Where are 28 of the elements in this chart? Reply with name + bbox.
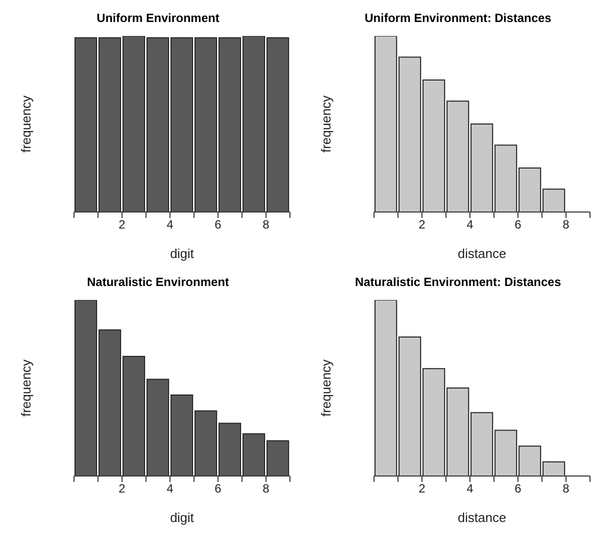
x-tick-label: 6 bbox=[214, 482, 222, 496]
x-tick-label: 2 bbox=[418, 482, 426, 496]
x-tick-label: 4 bbox=[466, 482, 474, 496]
x-tick-label: 8 bbox=[562, 218, 570, 232]
x-axis-title: digit bbox=[170, 510, 194, 525]
x-tick-label: 6 bbox=[514, 218, 522, 232]
x-axis-title: distance bbox=[458, 246, 506, 261]
x-tick-label: 4 bbox=[166, 482, 174, 496]
chart-title: Naturalistic Environment: Distances bbox=[354, 274, 562, 291]
y-axis-title: frequency bbox=[18, 94, 34, 153]
x-axis-title: digit bbox=[170, 246, 194, 261]
x-axis-title: distance bbox=[458, 510, 506, 525]
x-tick-label: 4 bbox=[466, 218, 474, 232]
x-tick-label: 6 bbox=[214, 218, 222, 232]
chart-title: Uniform Environment: Distances bbox=[364, 10, 552, 27]
chart-title: Uniform Environment bbox=[96, 10, 220, 27]
chart-title: Naturalistic Environment bbox=[86, 274, 230, 291]
y-axis-title: frequency bbox=[318, 358, 334, 417]
y-axis-title: frequency bbox=[18, 358, 34, 417]
x-tick-label: 8 bbox=[262, 218, 270, 232]
x-tick-label: 8 bbox=[562, 482, 570, 496]
x-tick-label: 2 bbox=[118, 482, 126, 496]
x-tick-label: 2 bbox=[418, 218, 426, 232]
x-tick-label: 4 bbox=[166, 218, 174, 232]
y-axis-title: frequency bbox=[318, 94, 334, 153]
x-tick-label: 2 bbox=[118, 218, 126, 232]
x-tick-label: 8 bbox=[262, 482, 270, 496]
x-tick-label: 6 bbox=[514, 482, 522, 496]
